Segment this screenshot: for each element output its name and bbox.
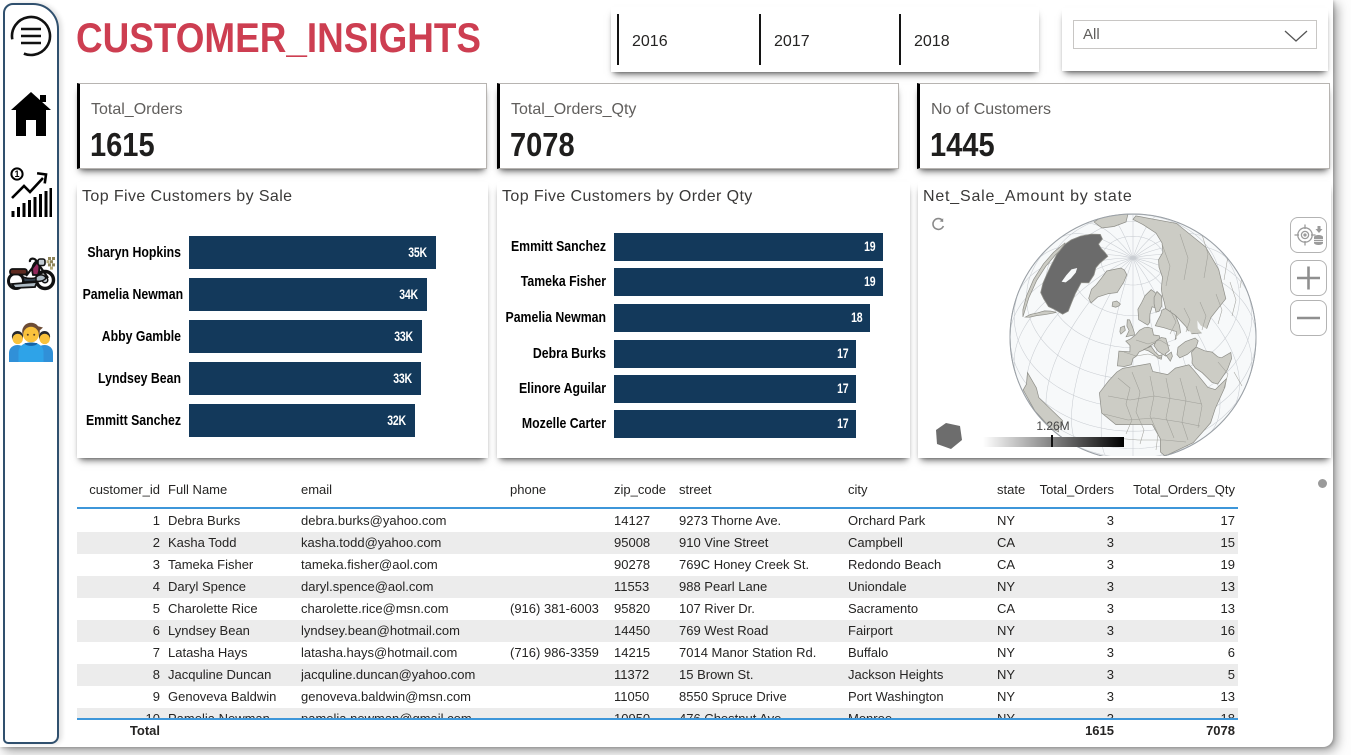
svg-text:1: 1 bbox=[14, 169, 19, 179]
